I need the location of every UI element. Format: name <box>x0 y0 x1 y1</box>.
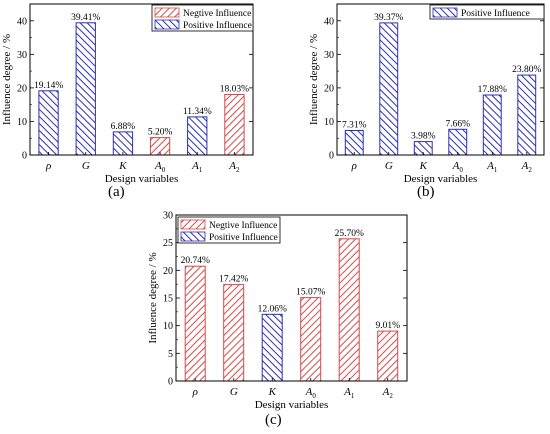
legend-swatch-1-1 <box>154 7 180 18</box>
data-label-2-5: 17.88% <box>478 85 507 95</box>
plot-frame-1 <box>29 3 254 156</box>
legend-2: Positive Influence <box>429 4 545 20</box>
data-label-3-1: 20.74% <box>181 256 210 266</box>
y-tick-label-3-1: 0 <box>168 377 173 388</box>
bar-2-4 <box>448 128 468 156</box>
x-tick-label-3-3: K <box>268 386 277 398</box>
x-tick-label-1-6: A2 <box>228 160 240 174</box>
y-tick-label-3-3: 10 <box>163 321 173 332</box>
y-tick-label-3-6: 25 <box>163 238 173 249</box>
x-tick-label-2-6: A2 <box>521 160 533 174</box>
data-label-3-5: 25.70% <box>335 229 364 239</box>
plot-frame-2 <box>336 3 545 156</box>
bar-1-2 <box>75 22 96 156</box>
x-tick-label-1-4: A0 <box>154 160 166 174</box>
y-axis-title-2: Influence degree / % <box>308 34 320 125</box>
bar-3-6 <box>377 330 399 382</box>
panel-label-b: (b) <box>417 184 435 200</box>
data-label-1-5: 11.34% <box>183 107 212 117</box>
data-label-2-2: 39.37% <box>374 13 403 23</box>
bar-1-1 <box>38 90 59 156</box>
bar-3-5 <box>338 238 360 382</box>
y-tick-label-1-3: 20 <box>17 83 27 94</box>
bar-1-3 <box>112 131 134 156</box>
y-tick-label-2-2: 10 <box>324 117 334 128</box>
y-tick-label-2-3: 20 <box>324 83 334 94</box>
x-tick-label-3-1: ρ <box>192 386 198 398</box>
x-tick-label-2-1: ρ <box>351 160 357 172</box>
x-tick-label-1-3: K <box>118 160 127 172</box>
y-tick-label-3-7: 30 <box>163 211 173 222</box>
data-label-3-4: 15.07% <box>296 288 325 298</box>
y-axis-title-3: Influence degree / % <box>147 252 159 343</box>
y-tick-label-3-5: 20 <box>163 266 173 277</box>
bar-2-2 <box>379 22 399 156</box>
x-tick-label-2-2: G <box>385 160 393 172</box>
y-tick-label-2-1: 0 <box>329 151 334 162</box>
legend-label-3-2: Positive Influence <box>209 232 278 243</box>
bar-1-5 <box>187 116 208 156</box>
legend-label-1-2: Positive Influence <box>183 20 252 31</box>
y-tick-label-3-4: 15 <box>163 294 173 305</box>
chart-panel-2: 7.31% ρ 39.37% G 3.98% K 7.66% A0 17.88% A1 23.80%… <box>308 3 545 185</box>
legend-label-2-1: Positive Influence <box>461 8 530 19</box>
x-tick-label-2-4: A0 <box>452 160 464 174</box>
x-axis-title-3: Design variables <box>255 399 329 411</box>
y-tick-label-1-2: 10 <box>17 117 27 128</box>
x-tick-label-3-5: A1 <box>343 386 355 400</box>
bar-3-3 <box>261 313 283 382</box>
chart-panel-1: 19.14% ρ 39.41% G 6.88% K 5.20% A0 11.34% A1 18.03… <box>1 3 254 185</box>
bar-1-6 <box>224 94 245 156</box>
data-label-2-1: 7.31% <box>342 121 367 131</box>
legend-swatch-3-1 <box>180 219 206 230</box>
bar-2-5 <box>482 94 502 156</box>
data-label-3-3: 12.06% <box>258 304 287 314</box>
data-label-2-3: 3.98% <box>411 132 436 142</box>
panel-label-a: (a) <box>108 184 125 200</box>
data-label-1-4: 5.20% <box>148 128 173 138</box>
x-tick-label-3-4: A0 <box>305 386 317 400</box>
x-tick-label-1-5: A1 <box>191 160 203 174</box>
legend-box-2 <box>429 4 545 20</box>
bar-3-2 <box>223 284 245 382</box>
y-tick-label-2-4: 30 <box>324 50 334 61</box>
bar-3-4 <box>300 297 322 382</box>
legend-swatch-3-2 <box>180 231 206 242</box>
x-axis-title-1: Design variables <box>105 173 179 185</box>
y-tick-label-1-4: 30 <box>17 50 27 61</box>
x-tick-label-1-2: G <box>82 160 90 172</box>
data-label-2-6: 23.80% <box>512 65 541 75</box>
legend-label-1-1: Negtive Influence <box>183 8 251 19</box>
bar-3-1 <box>184 265 206 382</box>
data-label-1-3: 6.88% <box>111 122 136 132</box>
legend-label-3-1: Negtive Influence <box>209 220 277 231</box>
y-axis-title-1: Influence degree / % <box>1 34 13 125</box>
panel-label-c: (c) <box>265 412 282 428</box>
data-label-1-2: 39.41% <box>71 13 100 23</box>
x-tick-label-1-1: ρ <box>45 160 51 172</box>
x-tick-label-3-6: A2 <box>382 386 394 400</box>
data-label-3-6: 9.01% <box>376 321 401 331</box>
y-tick-label-3-2: 5 <box>168 349 173 360</box>
legend-swatch-1-2 <box>154 19 180 30</box>
x-tick-label-2-3: K <box>419 160 428 172</box>
data-label-1-6: 18.03% <box>220 85 249 95</box>
x-tick-label-3-2: G <box>230 386 238 398</box>
y-tick-label-2-5: 40 <box>324 16 334 27</box>
x-tick-label-2-5: A1 <box>486 160 498 174</box>
data-label-1-1: 19.14% <box>34 81 63 91</box>
chart-panel-3: 20.74% ρ 17.42% G 12.06% K 15.07% A0 25.70% A1 9.0… <box>147 211 408 411</box>
data-label-3-2: 17.42% <box>219 275 248 285</box>
bar-2-6 <box>517 74 537 156</box>
x-axis-title-2: Design variables <box>404 173 478 185</box>
y-tick-label-1-5: 40 <box>17 16 27 27</box>
data-label-2-4: 7.66% <box>446 119 471 129</box>
y-tick-label-1-1: 0 <box>22 151 27 162</box>
bar-2-1 <box>344 130 364 156</box>
legend-swatch-2-1 <box>432 7 458 18</box>
